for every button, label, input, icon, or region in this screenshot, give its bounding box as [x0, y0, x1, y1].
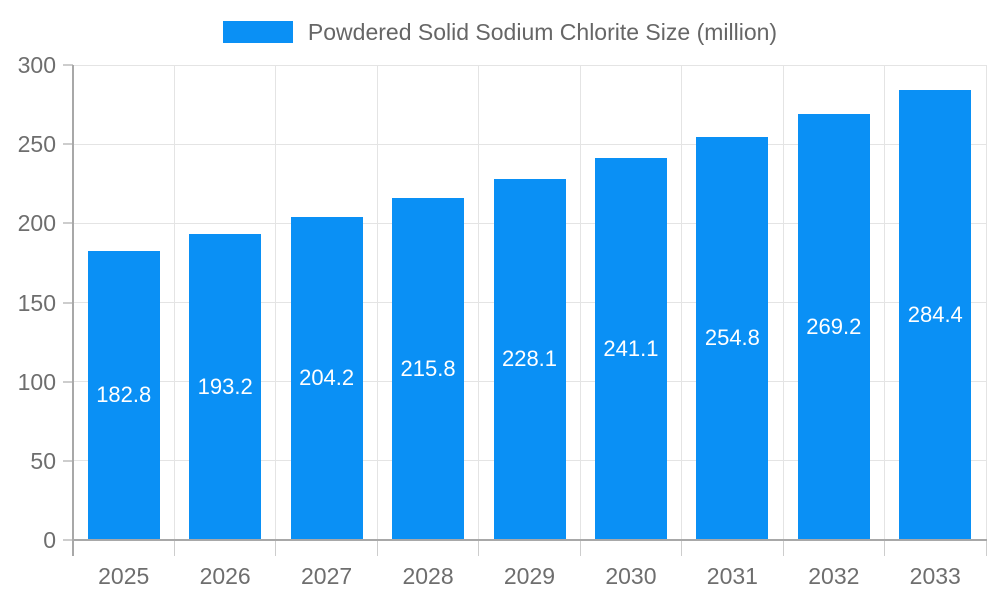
- y-axis-label: 150: [17, 289, 56, 316]
- y-axis-label: 300: [17, 52, 56, 78]
- gridline-v: [681, 65, 683, 540]
- bar-value-label: 228.1: [501, 346, 558, 372]
- y-tick: [63, 143, 73, 146]
- x-tick: [985, 540, 987, 556]
- bar-2032[interactable]: [797, 113, 870, 540]
- x-axis-label: 2029: [503, 563, 556, 589]
- gridline-v: [275, 65, 277, 540]
- y-tick: [63, 459, 73, 462]
- y-tick: [63, 380, 73, 383]
- x-tick: [478, 540, 480, 556]
- gridline-v: [376, 65, 378, 540]
- legend: Powdered Solid Sodium Chlorite Size (mil…: [0, 16, 1000, 48]
- x-tick: [681, 540, 683, 556]
- bar-value-label: 204.2: [299, 365, 355, 391]
- x-axis-label: 2032: [808, 563, 860, 589]
- y-tick: [63, 539, 73, 541]
- x-tick: [275, 540, 277, 556]
- y-axis-line: [72, 65, 74, 556]
- bar-2025[interactable]: [87, 250, 160, 540]
- x-axis-line: [72, 539, 987, 541]
- bar-2031[interactable]: [696, 136, 769, 540]
- gridline-v: [782, 65, 784, 540]
- gridline-h: [73, 143, 986, 145]
- bar-2026[interactable]: [189, 234, 262, 540]
- bar-value-label: 182.8: [96, 382, 152, 408]
- bar-value-label: 193.2: [197, 374, 253, 400]
- x-tick: [579, 540, 581, 556]
- bar-2033[interactable]: [899, 89, 972, 540]
- bar-2028[interactable]: [392, 198, 465, 540]
- x-axis-label: 2028: [402, 563, 454, 589]
- y-axis-label: 0: [43, 527, 56, 553]
- y-tick: [63, 64, 73, 66]
- y-axis-label: 250: [17, 131, 56, 158]
- y-tick: [63, 222, 73, 225]
- x-axis-label: 2030: [605, 563, 657, 589]
- legend-swatch: [222, 21, 293, 43]
- gridline-v: [985, 65, 987, 540]
- bar-value-label: 284.4: [907, 301, 963, 327]
- x-axis-label: 2031: [706, 563, 758, 589]
- bar-value-label: 254.8: [704, 325, 760, 351]
- x-tick: [376, 540, 378, 556]
- y-axis-label: 200: [17, 210, 56, 237]
- x-axis-label: 2033: [909, 563, 961, 589]
- x-axis-label: 2027: [301, 563, 353, 589]
- bar-2029[interactable]: [493, 178, 566, 540]
- x-tick: [782, 540, 784, 556]
- x-tick: [884, 540, 886, 556]
- bar-2027[interactable]: [290, 216, 363, 540]
- gridline-v: [884, 65, 886, 540]
- y-axis-label: 50: [30, 447, 56, 474]
- bar-value-label: 269.2: [806, 313, 862, 339]
- gridline-v: [173, 65, 175, 540]
- x-axis-label: 2025: [98, 563, 150, 589]
- legend-label: Powdered Solid Sodium Chlorite Size (mil…: [307, 18, 778, 45]
- x-axis-label: 2026: [199, 563, 251, 589]
- gridline-v: [478, 65, 480, 540]
- bar-value-label: 241.1: [603, 336, 659, 362]
- gridline-h: [73, 64, 986, 66]
- legend-item[interactable]: Powdered Solid Sodium Chlorite Size (mil…: [222, 18, 778, 46]
- y-axis-label: 100: [17, 368, 56, 395]
- bar-value-label: 215.8: [400, 356, 456, 382]
- x-tick: [173, 540, 175, 556]
- bar-2030[interactable]: [594, 158, 667, 540]
- gridline-v: [579, 65, 581, 540]
- y-tick: [63, 301, 73, 304]
